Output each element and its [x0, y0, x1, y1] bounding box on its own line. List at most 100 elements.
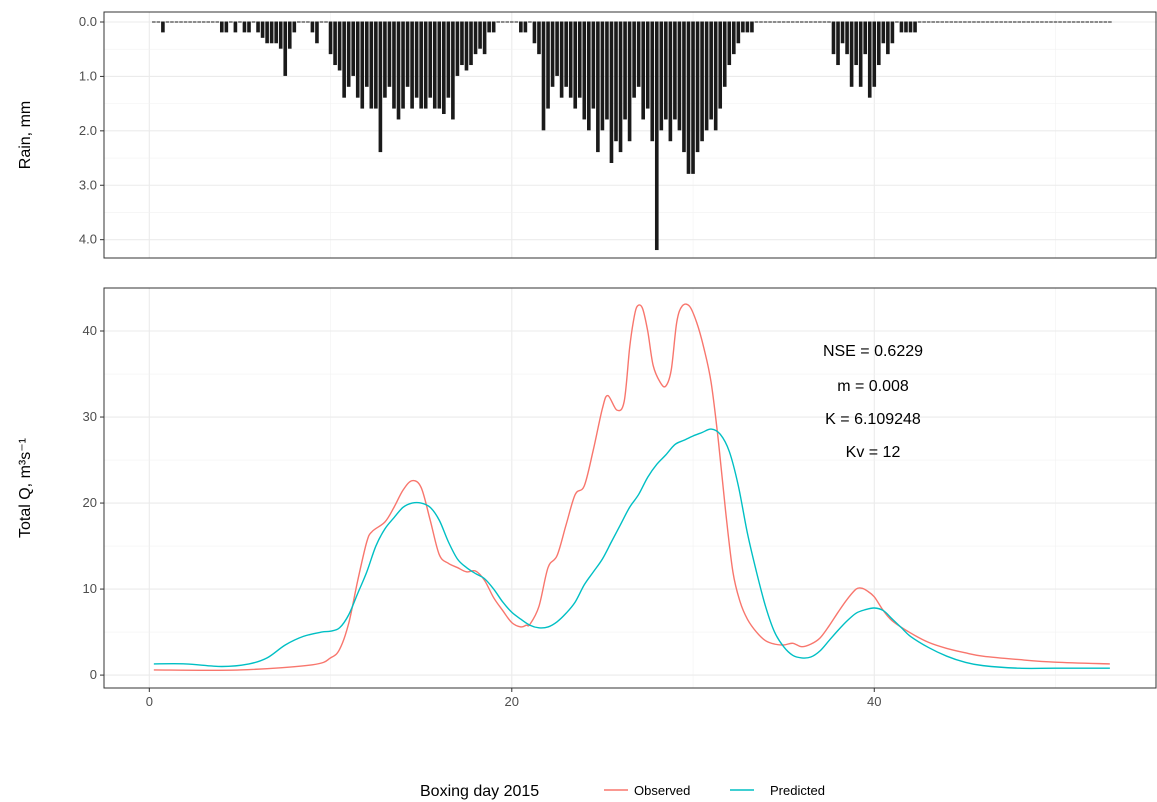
x-tick-label: 0 [146, 694, 153, 709]
rain-bar [351, 21, 356, 76]
rain-bar [1031, 21, 1035, 23]
rain-bar [346, 21, 351, 87]
rain-bar [704, 21, 709, 131]
rain-bar [256, 21, 260, 33]
annotation-m: m = 0.008 [837, 378, 909, 395]
rain-bar [668, 21, 673, 142]
rain-bar [587, 21, 591, 131]
flow-panel-background [104, 288, 1156, 688]
rain-bar [596, 21, 600, 153]
rain-bar [881, 21, 886, 44]
rain-bar [994, 21, 999, 23]
rain-bar [564, 21, 568, 87]
y-tick-label: 0 [90, 667, 97, 682]
rain-bar [537, 21, 541, 55]
rain-bar [378, 21, 383, 153]
rain-bar [1008, 21, 1013, 23]
rain-bar [238, 21, 242, 23]
rain-bar [1053, 21, 1058, 23]
rain-bar [818, 21, 822, 23]
rain-bar [872, 21, 877, 87]
rain-bar [1026, 21, 1031, 23]
rain-bar [410, 21, 414, 109]
rain-bar [451, 21, 455, 120]
rain-bar [650, 21, 655, 142]
rain-bar [990, 21, 994, 23]
rain-bar [813, 21, 818, 23]
rain-bar [287, 21, 292, 49]
rain-bar [645, 21, 650, 109]
rain-bar [867, 21, 872, 98]
rain-bar [414, 21, 419, 98]
rain-bar [183, 21, 188, 23]
rain-bar [442, 21, 446, 115]
rain-bar [795, 21, 800, 23]
rain-bar [1062, 21, 1067, 23]
rain-bar [428, 21, 433, 98]
rain-bar [1085, 21, 1090, 23]
rain-bar [768, 21, 772, 23]
rain-bar [958, 21, 963, 23]
rain-bar [614, 21, 618, 142]
rain-bar [709, 21, 713, 120]
rain-bar [383, 21, 387, 98]
rain-bar [156, 21, 161, 23]
rain-bar [274, 21, 278, 44]
rain-bar [247, 21, 251, 33]
rain-bar [591, 21, 596, 109]
rain-bar [750, 21, 754, 33]
flow-panel-border [103, 287, 1157, 689]
rain-bar [845, 21, 849, 55]
rain-bar [437, 21, 442, 109]
rain-bar [473, 21, 478, 55]
rain-bar [469, 21, 473, 66]
rain-bar [673, 21, 677, 120]
rain-bar [500, 21, 505, 23]
rain-bar [781, 21, 786, 23]
rain-bar [559, 21, 564, 98]
rain-bar [423, 21, 428, 109]
rain-bar [573, 21, 578, 109]
model-stats-annotations: NSE = 0.6229 m = 0.008 K = 6.109248 Kv =… [823, 343, 923, 461]
rain-bar [374, 21, 378, 109]
rain-bar [799, 21, 804, 23]
rain-bar [582, 21, 587, 120]
x-axis: 0 20 40 [146, 688, 882, 709]
rain-bar [487, 21, 491, 33]
rain-bar [315, 21, 319, 44]
rain-bar [1021, 21, 1026, 23]
rain-bar [514, 21, 519, 23]
rain-bar [1071, 21, 1076, 23]
rain-bar [1080, 21, 1085, 23]
y-tick-label: 40 [83, 323, 97, 338]
rain-bar [722, 21, 727, 87]
rain-bar [546, 21, 550, 109]
rain-bar [736, 21, 741, 44]
rain-bar [926, 21, 931, 23]
rain-bar [863, 21, 868, 55]
rain-bar [170, 21, 174, 23]
y-tick-label: 3.0 [79, 177, 97, 192]
rain-bar [876, 21, 881, 66]
rain-bar [931, 21, 935, 23]
rain-bar [328, 21, 333, 55]
flow-y-axis: 0 10 20 30 40 [83, 323, 104, 682]
rain-bar [1108, 21, 1112, 23]
x-tick-label: 40 [867, 694, 881, 709]
rain-bar [342, 21, 346, 98]
predicted-series-line [153, 428, 1110, 670]
rain-bar [460, 21, 464, 66]
rain-bar [215, 21, 220, 23]
rain-bar [963, 21, 967, 23]
rain-bar [695, 21, 700, 153]
y-tick-label: 1.0 [79, 68, 97, 83]
flow-panel: 0 10 20 30 40 0 20 40 Total Q, m³s⁻¹ NSE = 0.6… [17, 287, 1157, 709]
rain-bar [1099, 21, 1103, 23]
rain-bar [174, 21, 179, 23]
rain-bar [777, 21, 781, 23]
rain-bar [913, 21, 917, 33]
rain-bar [972, 21, 976, 23]
rain-bar [790, 21, 795, 23]
rain-bar [528, 21, 532, 23]
rain-bar [464, 21, 469, 71]
